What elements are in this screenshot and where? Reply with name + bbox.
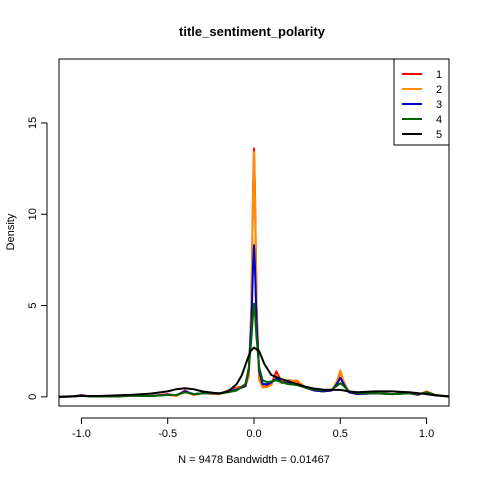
- y-tick-label: 5: [27, 302, 39, 308]
- x-tick-label: -1.0: [72, 428, 91, 440]
- density-line-series-5: [58, 346, 450, 398]
- legend-label-1: 1: [436, 69, 442, 81]
- y-axis: 0 5 10 15: [27, 117, 48, 400]
- density-line-series-4: [58, 302, 450, 398]
- density-line-series-2: [58, 151, 450, 398]
- x-tick-label: 0.5: [333, 428, 348, 440]
- plot-frame: [58, 58, 450, 407]
- x-tick-label: -0.5: [158, 428, 177, 440]
- legend-label-2: 2: [436, 84, 442, 96]
- x-axis-label: N = 9478 Bandwidth = 0.01467: [178, 454, 330, 466]
- density-line-series-3: [58, 244, 450, 398]
- series-layer: [58, 147, 450, 398]
- y-tick-label: 15: [27, 117, 39, 129]
- x-axis: -1.0 -0.5 0.0 0.5 1.0: [72, 417, 434, 440]
- chart-title: title_sentiment_polarity: [179, 24, 326, 39]
- legend-label-5: 5: [436, 129, 442, 141]
- legend-label-4: 4: [436, 114, 442, 126]
- legend-label-3: 3: [436, 99, 442, 111]
- x-tick-label: 1.0: [419, 428, 434, 440]
- y-axis-label: Density: [5, 213, 17, 250]
- y-tick-label: 0: [27, 394, 39, 400]
- y-tick-label: 10: [27, 208, 39, 220]
- x-tick-label: 0.0: [246, 428, 261, 440]
- legend: 1 2 3 4 5: [393, 58, 450, 146]
